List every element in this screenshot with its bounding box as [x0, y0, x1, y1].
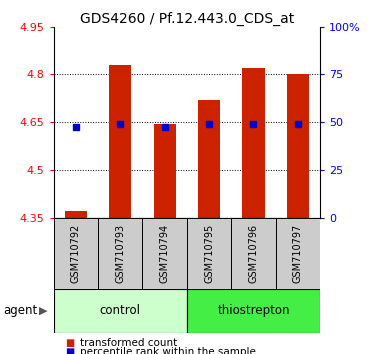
Text: GSM710796: GSM710796 — [248, 223, 259, 283]
Bar — [287, 74, 309, 218]
Bar — [187, 218, 231, 289]
Text: thiostrepton: thiostrepton — [217, 304, 290, 317]
Text: transformed count: transformed count — [80, 338, 177, 348]
Bar — [154, 124, 176, 218]
Text: GSM710794: GSM710794 — [159, 223, 170, 283]
Text: GSM710792: GSM710792 — [71, 223, 81, 283]
Text: GSM710793: GSM710793 — [115, 223, 125, 283]
Text: ■: ■ — [65, 338, 74, 348]
Bar — [142, 218, 187, 289]
Text: ▶: ▶ — [39, 306, 47, 316]
Bar — [276, 218, 320, 289]
Bar — [109, 65, 131, 218]
Bar — [242, 68, 265, 218]
Bar — [98, 218, 142, 289]
Text: ■: ■ — [65, 347, 74, 354]
Text: percentile rank within the sample: percentile rank within the sample — [80, 347, 255, 354]
Text: agent: agent — [4, 304, 38, 317]
Bar — [187, 289, 320, 333]
Text: control: control — [100, 304, 141, 317]
Title: GDS4260 / Pf.12.443.0_CDS_at: GDS4260 / Pf.12.443.0_CDS_at — [80, 11, 294, 25]
Bar — [231, 218, 276, 289]
Text: GSM710795: GSM710795 — [204, 223, 214, 283]
Bar — [65, 211, 87, 218]
Bar — [198, 100, 220, 218]
Text: GSM710797: GSM710797 — [293, 223, 303, 283]
Bar — [54, 218, 98, 289]
Bar — [54, 289, 187, 333]
